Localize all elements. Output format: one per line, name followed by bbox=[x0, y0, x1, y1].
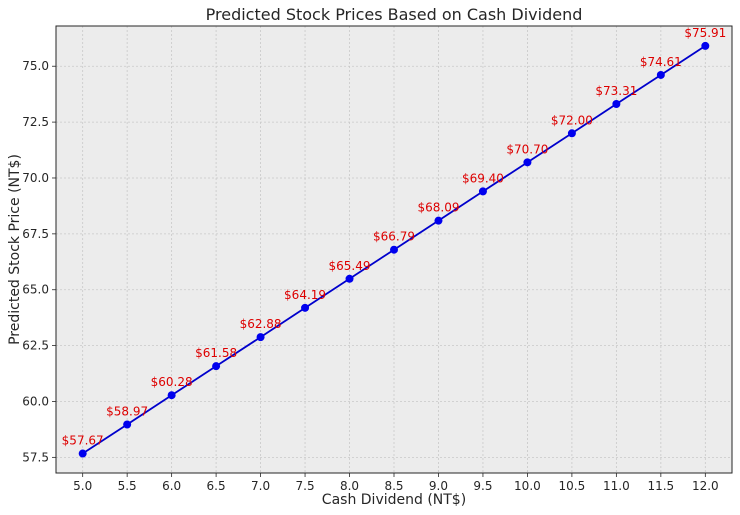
plot-frame bbox=[55, 25, 733, 474]
y-tick-label: 75.0 bbox=[22, 59, 49, 73]
data-label: $72.00 bbox=[551, 113, 593, 127]
data-point bbox=[656, 70, 665, 79]
data-label: $57.67 bbox=[62, 434, 104, 448]
x-tick-label: 8.0 bbox=[340, 479, 359, 493]
data-point bbox=[567, 129, 576, 138]
data-point bbox=[612, 100, 621, 109]
x-tick-label: 8.5 bbox=[384, 479, 403, 493]
data-point bbox=[345, 274, 354, 283]
data-label: $64.19 bbox=[284, 288, 326, 302]
data-point bbox=[123, 420, 132, 429]
data-label: $69.40 bbox=[462, 171, 504, 185]
x-tick-label: 9.5 bbox=[473, 479, 492, 493]
y-tick-label: 62.5 bbox=[22, 339, 49, 353]
data-label: $66.79 bbox=[373, 230, 415, 244]
chart-title: Predicted Stock Prices Based on Cash Div… bbox=[206, 5, 583, 24]
data-label: $61.58 bbox=[195, 346, 237, 360]
x-tick-label: 6.5 bbox=[207, 479, 226, 493]
data-point bbox=[256, 333, 265, 342]
y-tick-label: 67.5 bbox=[22, 227, 49, 241]
y-axis-label: Predicted Stock Price (NT$) bbox=[7, 154, 23, 345]
data-point bbox=[478, 187, 487, 196]
data-point bbox=[701, 41, 710, 50]
y-tick-label: 60.0 bbox=[22, 394, 49, 408]
data-label: $60.28 bbox=[151, 375, 193, 389]
grid-lines bbox=[56, 26, 732, 473]
data-label: $70.70 bbox=[506, 142, 548, 156]
x-tick-label: 5.5 bbox=[118, 479, 137, 493]
data-label: $75.91 bbox=[684, 26, 726, 40]
y-tick-label: 72.5 bbox=[22, 115, 49, 129]
x-tick-label: 9.0 bbox=[429, 479, 448, 493]
x-tick-label: 12.0 bbox=[692, 479, 719, 493]
tick-labels: 5.0 5.5 6.0 6.5 7.0 7.5 8.0 8.5 9.0 9.5 10.0 10.5 11… bbox=[22, 59, 718, 493]
x-tick-label: 7.0 bbox=[251, 479, 270, 493]
x-tick-label: 5.0 bbox=[73, 479, 92, 493]
x-axis-label: Cash Dividend (NT$) bbox=[322, 492, 466, 508]
data-point bbox=[212, 362, 221, 371]
data-label: $73.31 bbox=[595, 84, 637, 98]
data-point bbox=[434, 216, 443, 225]
x-tick-label: 10.5 bbox=[559, 479, 586, 493]
data-label: $68.09 bbox=[417, 201, 459, 215]
y-tick-label: 65.0 bbox=[22, 283, 49, 297]
data-label: $65.49 bbox=[329, 259, 371, 273]
x-tick-label: 7.5 bbox=[296, 479, 315, 493]
x-tick-label: 11.0 bbox=[603, 479, 630, 493]
data-labels: $57.67 $58.97 $60.28 $61.58 $62.88 $64.19 $65.… bbox=[62, 26, 727, 448]
x-tick-label: 10.0 bbox=[514, 479, 541, 493]
data-point bbox=[78, 449, 87, 458]
x-tick-label: 6.0 bbox=[162, 479, 181, 493]
axes bbox=[52, 25, 733, 477]
data-label: $62.88 bbox=[240, 317, 282, 331]
y-tick-label: 57.5 bbox=[22, 450, 49, 464]
data-label: $58.97 bbox=[106, 405, 148, 419]
x-tick-label: 11.5 bbox=[647, 479, 674, 493]
data-points bbox=[78, 41, 710, 458]
data-point bbox=[167, 391, 176, 400]
data-label: $74.61 bbox=[640, 55, 682, 69]
y-tick-label: 70.0 bbox=[22, 171, 49, 185]
data-point bbox=[390, 245, 398, 254]
data-point bbox=[301, 303, 310, 312]
data-point bbox=[523, 158, 532, 167]
